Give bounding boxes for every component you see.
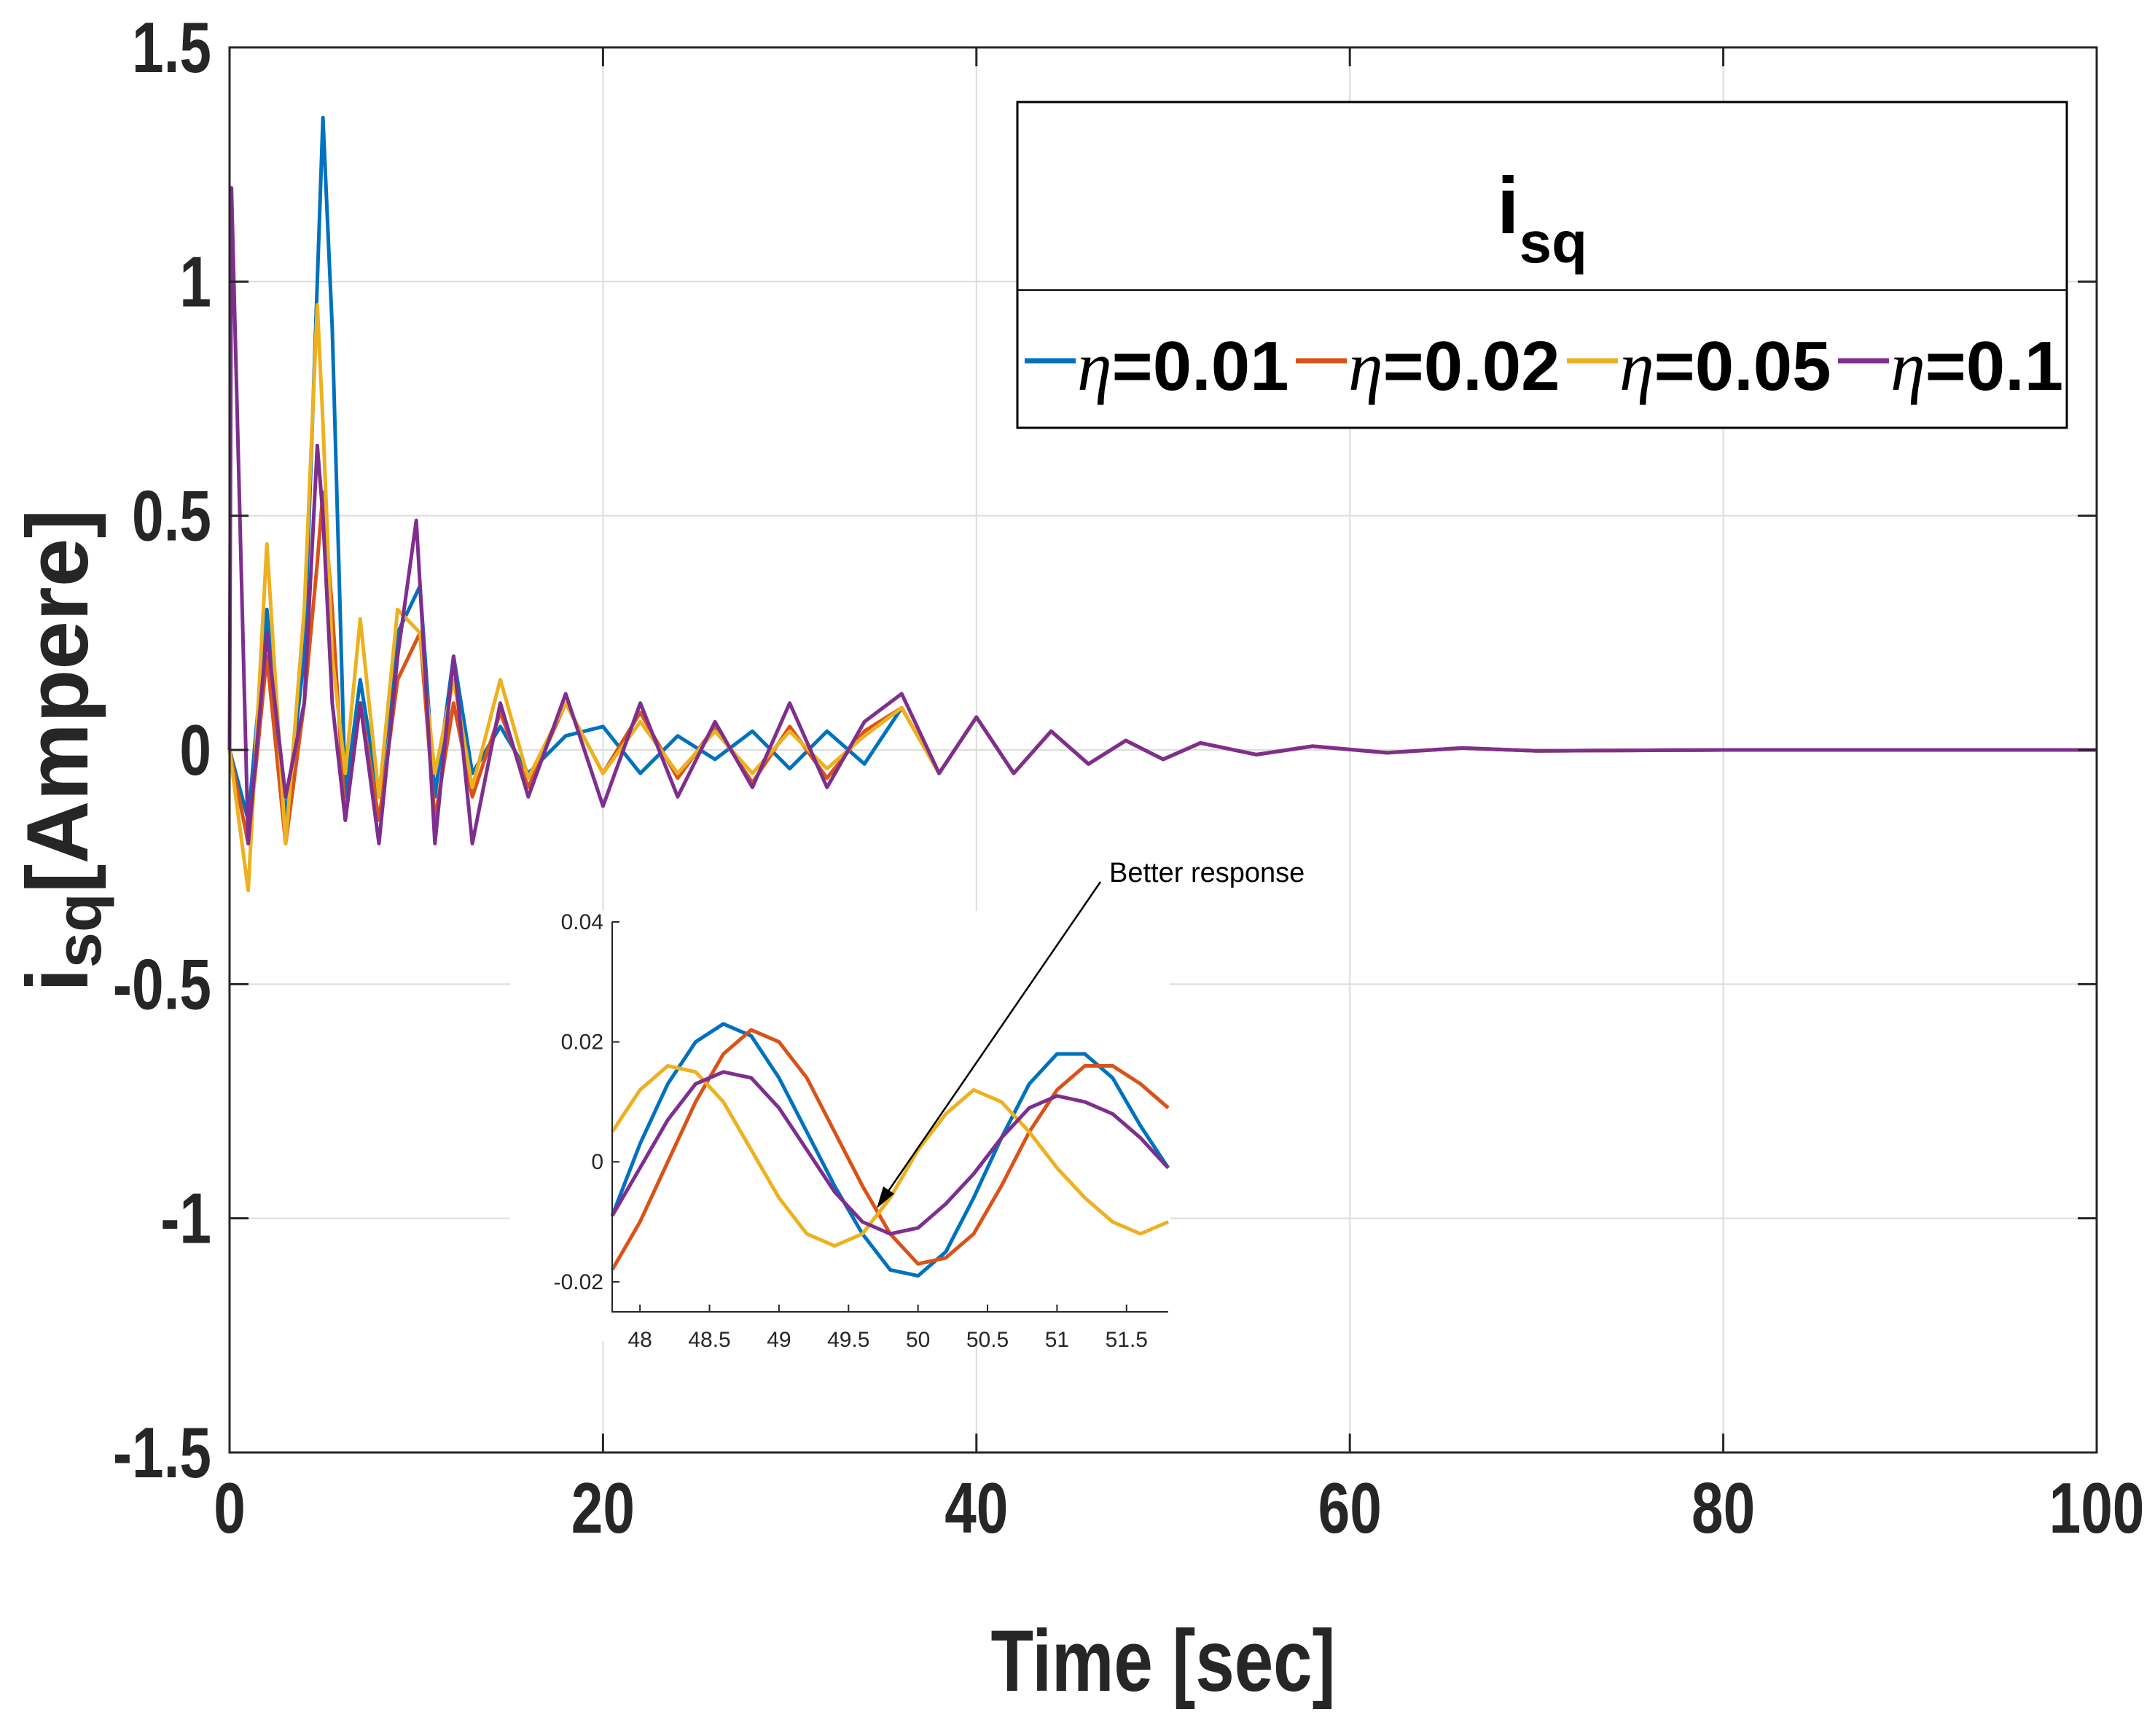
inset: 48 48.5 49 49.5 50 50.5 51 51.5 0.04 0.02 0 -0.02 B… [510,858,1305,1352]
inset-x-tick-label-0: 48 [627,1328,652,1352]
legend-entry-label-2: =0.02 [1383,327,1560,405]
inset-background [510,911,1170,1341]
main-ticks [228,46,2098,1454]
x-tick-label-5: 100 [2049,1469,2145,1548]
y-tick-label-6: -1.5 [113,1413,211,1493]
svg-text:isq: isq [1497,161,1587,275]
y-tick-label-1: 1 [179,242,211,321]
y-axis-label-subscript: sq [42,893,114,968]
x-tick-label-3: 60 [1318,1469,1382,1548]
x-tick-label-4: 80 [1691,1469,1755,1548]
inset-x-tick-label-4: 50 [906,1328,930,1352]
inset-x-tick-label-1: 48.5 [688,1328,730,1352]
inset-x-tick-label-5: 50.5 [966,1328,1009,1352]
legend-box [1016,101,2068,429]
y-tick-label-5: -1 [160,1178,211,1258]
y-axis-label: isq[Ampere] [9,509,114,993]
legend-entry-symbol-1: η [1077,327,1112,405]
inset-axes [611,922,1168,1313]
y-tick-label-2: 0.5 [132,476,211,555]
main-tick-labels: 0 20 40 60 80 100 1.5 1 0.5 0 -0.5 -1 -1.5 [113,8,2144,1548]
inset-y-tick-label-3: -0.02 [554,1270,603,1294]
y-axis-label-unit: [Ampere] [9,509,106,894]
legend-entry-label-1: =0.01 [1112,327,1289,405]
annotation-label: Better response [1109,858,1305,888]
x-tick-label-1: 20 [571,1469,635,1548]
inset-y-tick-label-2: 0 [591,1150,603,1174]
legend-entry-label-3: =0.05 [1654,327,1831,405]
x-tick-label-2: 40 [944,1469,1008,1548]
svg-text:η=0.05: η=0.05 [1619,327,1831,405]
legend-entry-symbol-4: η [1890,327,1925,405]
inset-y-tick-label-0: 0.04 [561,910,603,934]
inset-x-tick-label-3: 49.5 [827,1328,869,1352]
svg-text:isq[Ampere]: isq[Ampere] [9,509,114,993]
inset-tick-labels: 48 48.5 49 49.5 50 50.5 51 51.5 0.04 0.02 0 -0.02 [554,910,1148,1352]
inset-series [610,1022,1170,1278]
x-axis-label: Time [sec] [990,1613,1335,1710]
legend-entry-symbol-2: η [1348,327,1383,405]
inset-x-tick-label-6: 51 [1045,1328,1069,1352]
annotation-arrowhead [877,1186,894,1208]
inset-y-tick-label-1: 0.02 [561,1031,603,1055]
inset-series-line-4 [610,1070,1170,1236]
inset-ticks [612,921,1127,1312]
main-series [227,115,2097,893]
x-tick-label-0: 0 [214,1469,246,1548]
y-tick-label-3: 0 [179,711,211,790]
legend: isq η=0.01 η=0.02 η=0.05 η=0.1 [1016,101,2068,429]
svg-text:η=0.02: η=0.02 [1348,327,1560,405]
svg-text:η=0.1: η=0.1 [1890,327,2063,405]
legend-entry-label-4: =0.1 [1925,327,2064,405]
inset-x-tick-label-7: 51.5 [1106,1328,1148,1352]
inset-series-line-1 [610,1022,1170,1278]
series-line-4 [227,186,2097,845]
y-axis-label-symbol: i [9,968,106,992]
annotation-arrow [884,881,1102,1196]
inset-x-tick-label-2: 49 [767,1328,791,1352]
inset-series-line-3 [610,1064,1169,1248]
legend-title-symbol: i [1497,161,1520,251]
legend-title-subscript: sq [1520,210,1587,275]
y-tick-label-0: 1.5 [132,8,211,87]
svg-text:η=0.01: η=0.01 [1077,327,1289,405]
legend-entry-symbol-3: η [1619,327,1654,405]
y-tick-label-4: -0.5 [113,945,211,1024]
